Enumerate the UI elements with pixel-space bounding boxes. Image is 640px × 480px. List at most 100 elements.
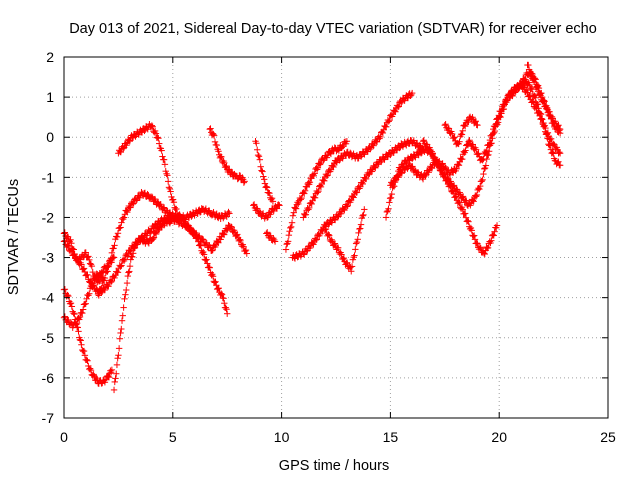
- data-point: [203, 256, 210, 263]
- data-point: [79, 306, 87, 313]
- data-point: [422, 172, 429, 180]
- data-point: [359, 180, 366, 188]
- data-points: [60, 61, 564, 394]
- y-tick-label: -4: [42, 290, 55, 306]
- data-point: [259, 168, 266, 175]
- data-point: [202, 256, 209, 264]
- data-point: [383, 208, 391, 216]
- data-point: [283, 241, 290, 248]
- data-point: [315, 187, 322, 195]
- data-point: [540, 98, 548, 106]
- data-point: [472, 118, 480, 125]
- series-track-e: [110, 216, 174, 394]
- data-point: [348, 263, 356, 270]
- data-point: [82, 249, 89, 256]
- data-point: [474, 240, 481, 247]
- data-point: [286, 228, 293, 235]
- data-point: [408, 155, 416, 163]
- data-point: [271, 238, 279, 245]
- data-point: [545, 140, 552, 148]
- data-point: [121, 295, 128, 303]
- data-point: [159, 153, 166, 160]
- data-point: [320, 157, 327, 164]
- data-point: [385, 205, 392, 212]
- series-track-h: [206, 125, 248, 186]
- data-point: [227, 223, 235, 230]
- data-point: [112, 375, 119, 382]
- data-point: [355, 229, 362, 237]
- data-point: [271, 236, 278, 244]
- data-point: [462, 214, 470, 221]
- x-tick-label: 20: [491, 429, 507, 445]
- data-point: [106, 256, 114, 264]
- data-point: [105, 373, 112, 380]
- data-point: [532, 94, 539, 102]
- data-point: [416, 142, 423, 149]
- data-point: [530, 76, 538, 83]
- data-point: [75, 328, 82, 335]
- data-point: [336, 157, 343, 164]
- data-point: [154, 134, 161, 141]
- data-point: [497, 113, 504, 121]
- data-point: [428, 164, 435, 171]
- data-point: [211, 138, 219, 146]
- data-point: [250, 201, 258, 208]
- data-point: [410, 137, 418, 144]
- data-point: [76, 336, 84, 343]
- data-point: [464, 217, 471, 224]
- series-track-n: [289, 137, 427, 262]
- data-point: [425, 169, 432, 176]
- data-point: [509, 92, 516, 100]
- data-point: [373, 138, 381, 146]
- data-point: [480, 170, 487, 178]
- data-point: [205, 263, 213, 271]
- data-point: [289, 212, 297, 219]
- data-point: [450, 183, 457, 190]
- data-point: [316, 161, 324, 168]
- data-point: [261, 180, 269, 187]
- data-point: [105, 373, 113, 381]
- data-point: [152, 230, 160, 238]
- data-point: [489, 231, 497, 239]
- data-point: [141, 127, 148, 135]
- data-point: [206, 126, 213, 133]
- data-point: [392, 177, 399, 184]
- data-point: [544, 109, 552, 116]
- data-point: [387, 194, 395, 201]
- data-point: [257, 163, 264, 170]
- data-point: [207, 125, 214, 132]
- data-point: [323, 172, 330, 179]
- data-point: [88, 283, 96, 290]
- data-point: [223, 227, 230, 234]
- data-point: [555, 122, 562, 129]
- data-point: [97, 270, 104, 277]
- data-point: [452, 193, 459, 201]
- data-point: [221, 300, 228, 307]
- data-point: [110, 254, 118, 261]
- data-point: [543, 131, 550, 138]
- data-point: [311, 170, 318, 177]
- data-point: [450, 134, 457, 142]
- data-point: [70, 310, 77, 317]
- data-point: [61, 286, 69, 293]
- data-point: [386, 195, 394, 202]
- data-point: [131, 244, 139, 252]
- series-track-j: [250, 201, 283, 222]
- data-point: [75, 314, 82, 322]
- data-point: [485, 151, 492, 159]
- data-point: [171, 204, 178, 211]
- data-point: [370, 142, 377, 149]
- data-point: [133, 197, 140, 204]
- data-point: [493, 120, 500, 127]
- data-point: [546, 142, 554, 149]
- data-point: [192, 235, 200, 242]
- data-point: [253, 140, 260, 147]
- data-point: [218, 291, 226, 298]
- data-point: [163, 170, 170, 177]
- data-point: [117, 329, 124, 337]
- series-track-u: [524, 61, 564, 133]
- data-point: [120, 214, 128, 221]
- data-point: [220, 231, 228, 238]
- data-point: [459, 206, 466, 213]
- data-point: [114, 230, 122, 237]
